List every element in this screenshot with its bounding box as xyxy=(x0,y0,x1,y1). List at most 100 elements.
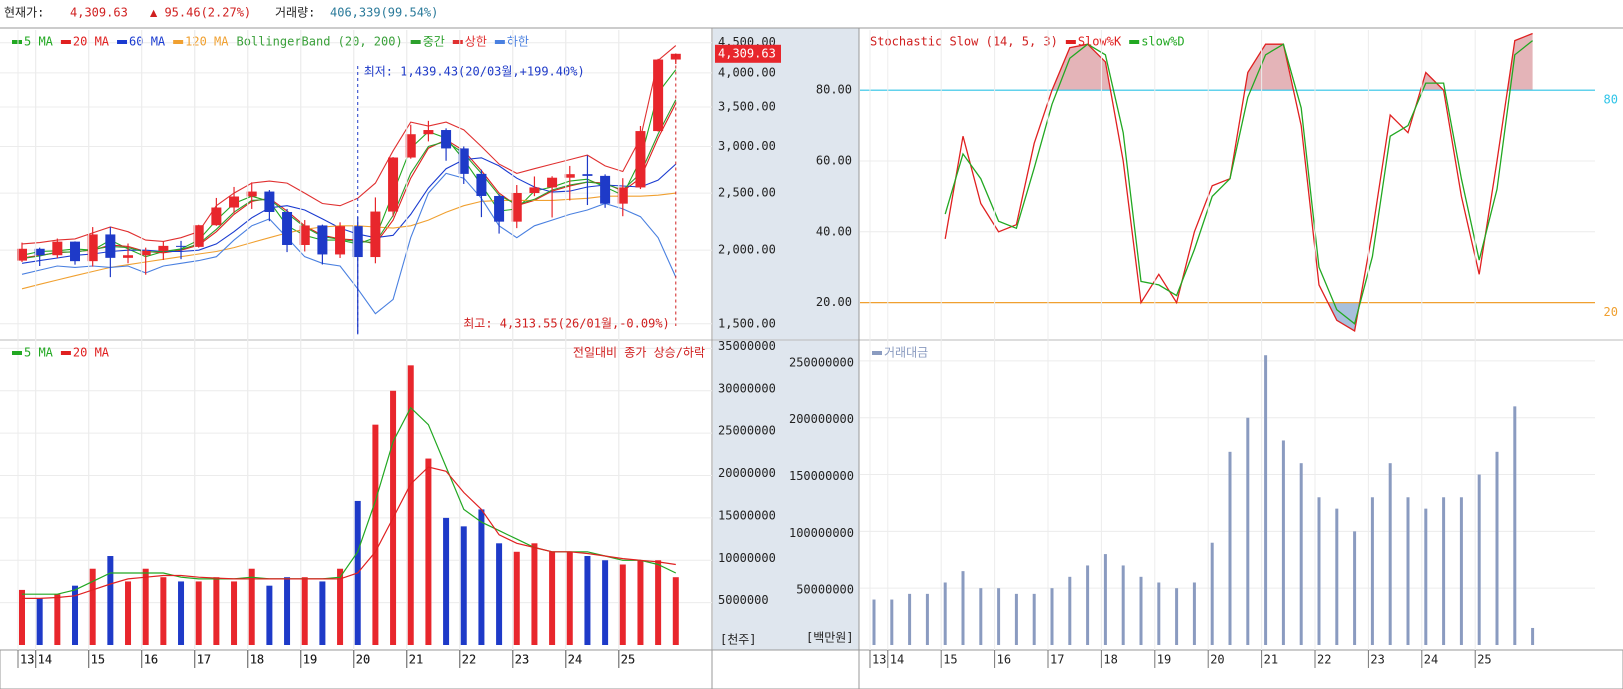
candle-body xyxy=(87,234,98,262)
bar xyxy=(997,588,1001,645)
y-tick-label: 3,500.00 xyxy=(718,100,776,114)
bar xyxy=(1388,463,1392,645)
line xyxy=(21,157,677,264)
y-tick-label: 4,000.00 xyxy=(718,65,776,79)
legend-label: 5 MA xyxy=(24,35,54,49)
x-tick-label: 24 xyxy=(568,653,582,667)
unit-label: [백만원] xyxy=(806,631,854,645)
bar xyxy=(1281,440,1285,645)
legend-swatch xyxy=(12,351,22,355)
bar xyxy=(301,577,308,645)
unit-label: [천주] xyxy=(720,632,757,647)
candle-body xyxy=(564,174,575,178)
x-tick-label: 16 xyxy=(997,653,1011,667)
y-tick-label: 2,500.00 xyxy=(718,186,776,200)
candle-body xyxy=(600,175,611,204)
candle-body xyxy=(458,148,469,174)
legend-swatch xyxy=(1129,40,1140,44)
bar xyxy=(1477,474,1481,645)
legend-label: Stochastic Slow (14, 5, 3) xyxy=(870,35,1058,49)
y-tick-label: 35000000 xyxy=(718,339,776,353)
legend-label: Slow%K xyxy=(1078,35,1122,49)
bar xyxy=(266,585,273,645)
bar xyxy=(890,599,894,645)
y-tick-label: 25000000 xyxy=(718,424,776,438)
legend-label: 중간 xyxy=(423,35,445,49)
candle-body xyxy=(494,195,505,222)
candle-body xyxy=(52,241,63,256)
note: 전일대비 종가 상승/하락 xyxy=(573,346,705,360)
candle-body xyxy=(405,134,416,158)
x-tick-label: 15 xyxy=(91,653,105,667)
x-tick-label: 23 xyxy=(1370,653,1384,667)
legend-swatch xyxy=(60,351,71,355)
bar xyxy=(1370,497,1374,645)
x-tick-label: 22 xyxy=(462,653,476,667)
line xyxy=(21,99,677,260)
change: ▲ 95.46(2.27%) xyxy=(150,6,251,20)
candle-body xyxy=(582,174,593,176)
candle-body xyxy=(34,248,45,256)
price-label: 현재가: xyxy=(4,6,44,20)
y-tick-label: 250000000 xyxy=(789,355,854,369)
legend-label: 120 MA xyxy=(185,35,229,49)
bar xyxy=(637,560,644,645)
y-tick-label: 5000000 xyxy=(718,593,769,607)
x-tick-label: 21 xyxy=(409,653,423,667)
bar xyxy=(319,581,326,645)
bar xyxy=(1353,531,1357,645)
candle-body xyxy=(617,187,628,204)
x-tick-label: 20 xyxy=(356,653,370,667)
legend-swatch xyxy=(494,40,505,44)
legend-label: 20 MA xyxy=(73,346,110,360)
y-tick-label: 20000000 xyxy=(718,466,776,480)
bar xyxy=(1050,588,1054,645)
candle-body xyxy=(158,245,169,251)
bar xyxy=(496,543,503,645)
bar xyxy=(549,551,556,645)
x-tick-label: 19 xyxy=(303,653,317,667)
bar xyxy=(142,568,149,645)
x-tick-label: 17 xyxy=(197,653,211,667)
y-tick-label: 40.00 xyxy=(816,224,852,238)
x-tick-label: 15 xyxy=(91,653,105,667)
y-tick-label: 50000000 xyxy=(796,583,854,597)
bar xyxy=(1032,593,1036,645)
candle-body xyxy=(653,59,664,132)
bar xyxy=(1157,582,1161,645)
bar xyxy=(1317,497,1321,645)
bar xyxy=(1103,554,1107,645)
x-tick-label: 23 xyxy=(515,653,529,667)
y-tick-label: 100000000 xyxy=(789,526,854,540)
candle-body xyxy=(299,225,310,245)
x-tick-label: 22 xyxy=(462,653,476,667)
bar xyxy=(513,551,520,645)
candle-body xyxy=(193,225,204,247)
candle-body xyxy=(176,245,187,247)
x-tick-label: 13 xyxy=(20,653,34,667)
x-tick-label: 14 xyxy=(38,653,52,667)
y-tick-label: 15000000 xyxy=(718,508,776,522)
legend-swatch xyxy=(117,40,128,44)
bar xyxy=(566,551,573,645)
x-tick-label: 21 xyxy=(409,653,423,667)
volume-label: 거래량: xyxy=(275,6,315,20)
bar xyxy=(284,577,291,645)
bar xyxy=(178,581,185,645)
candle-body xyxy=(211,207,222,226)
bar xyxy=(1299,463,1303,645)
bar xyxy=(1531,627,1535,645)
bar xyxy=(1228,451,1232,645)
x-tick-label: 13 xyxy=(20,653,34,667)
candle-body xyxy=(229,196,240,208)
candle-body xyxy=(70,241,81,262)
bar xyxy=(1175,588,1179,645)
candle-body xyxy=(370,211,381,258)
last-price-box xyxy=(715,44,781,63)
bar xyxy=(443,517,450,645)
line xyxy=(21,172,677,315)
candle-body xyxy=(423,130,434,135)
bar xyxy=(231,581,238,645)
legend-label: BollingerBand (20, 200) xyxy=(237,35,403,49)
y-tick-label: 80.00 xyxy=(816,83,852,97)
